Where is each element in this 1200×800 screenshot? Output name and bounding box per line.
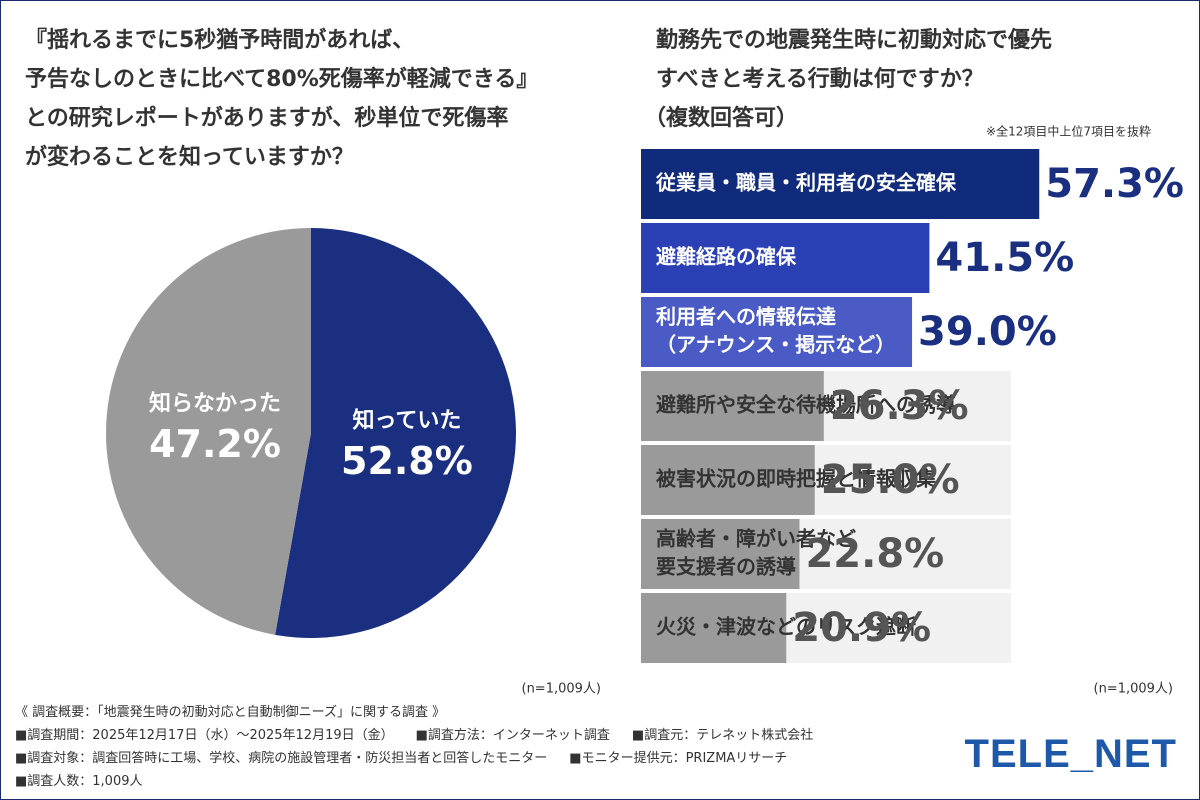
bar-value: 26.3% xyxy=(830,383,969,429)
bar xyxy=(641,149,1040,219)
sample-note: (n=1,009人) xyxy=(1094,682,1174,697)
bar-label: 避難経路の確保 xyxy=(656,245,797,269)
chart-title: （複数回答可） xyxy=(644,105,798,131)
bar-value: 39.0% xyxy=(918,309,1057,355)
chart-title: 予告なしのときに比べて80%死傷率が軽減できる』 xyxy=(25,66,538,92)
footer-item: ■調査人数：1,009人 xyxy=(15,774,143,789)
footer-line: ■調査人数：1,009人 xyxy=(15,770,835,793)
bar-value: 41.5% xyxy=(935,235,1074,281)
slice-label: 知らなかった xyxy=(149,391,281,417)
bar xyxy=(641,297,913,367)
footer-item: ■調査元：テレネット株式会社 xyxy=(631,728,814,743)
chart-title: 勤務先での地震発生時に初動対応で優先 xyxy=(656,27,1052,53)
bar-label: 避難所や安全な待機場所への誘導 xyxy=(656,393,956,417)
chart-title: が変わることを知っていますか？ xyxy=(25,144,354,170)
bar-label: 被害状況の即時把握と情報収集 xyxy=(656,467,937,491)
footer-item: ■調査対象：調査回答時に工場、学校、病院の施設管理者・防災担当者と回答したモニタ… xyxy=(15,751,548,766)
pie-slice xyxy=(275,228,516,638)
slice-value: 47.2% xyxy=(149,422,281,466)
bar-label: 従業員・職員・利用者の安全確保 xyxy=(655,171,957,195)
bar-value: 25.0% xyxy=(821,457,960,503)
footer: 《 調査概要：「地震発生時の初動対応と自動制御ニーズ」に関する調査 》 ■調査期間… xyxy=(15,701,835,793)
bar-label: 高齢者・障がい者など xyxy=(656,527,856,551)
bar xyxy=(641,445,815,515)
footer-item: 《 調査概要：「地震発生時の初動対応と自動制御ニーズ」に関する調査 》 xyxy=(15,705,446,720)
bar-label: 利用者への情報伝達 xyxy=(656,305,836,329)
footer-line: ■調査期間：2025年12月17日（水）～2025年12月19日（金） ■調査方法… xyxy=(15,724,835,747)
bar-label: 要支援者の誘導 xyxy=(656,555,796,579)
pie-slice xyxy=(105,228,311,635)
chart-title: 『揺れるまでに5秒猶予時間があれば、 xyxy=(25,27,414,53)
bar-value: 20.9% xyxy=(792,605,931,651)
footer-item: ■調査方法：インターネット調査 xyxy=(415,728,610,743)
chart-subtitle: ※全12項目中上位7項目を抜粋 xyxy=(986,124,1151,139)
bar-label: （アナウンス・掲示など） xyxy=(656,333,895,357)
bar xyxy=(641,593,787,663)
bar xyxy=(641,371,824,441)
slice-value: 52.8% xyxy=(341,439,473,483)
bar xyxy=(641,519,800,589)
chart-title: すべきと考える行動は何ですか？ xyxy=(656,66,984,92)
logo: TELE_NET xyxy=(964,732,1177,776)
footer-line: ■調査対象：調査回答時に工場、学校、病院の施設管理者・防災担当者と回答したモニタ… xyxy=(15,747,835,770)
bar-label: 火災・津波などのリスク遮断 xyxy=(656,615,916,639)
footer-item: ■モニター提供元：PRIZMAリサーチ xyxy=(569,751,788,766)
bar-value: 22.8% xyxy=(805,531,944,577)
footer-line: 《 調査概要：「地震発生時の初動対応と自動制御ニーズ」に関する調査 》 xyxy=(15,701,835,724)
bar xyxy=(641,223,930,293)
slice-label: 知っていた xyxy=(353,407,462,433)
chart-title: との研究レポートがありますが、秒単位で死傷率 xyxy=(25,105,508,131)
sample-note: (n=1,009人) xyxy=(522,682,602,697)
bar-value: 57.3% xyxy=(1045,161,1184,207)
footer-item: ■調査期間：2025年12月17日（水）～2025年12月19日（金） xyxy=(15,728,394,743)
